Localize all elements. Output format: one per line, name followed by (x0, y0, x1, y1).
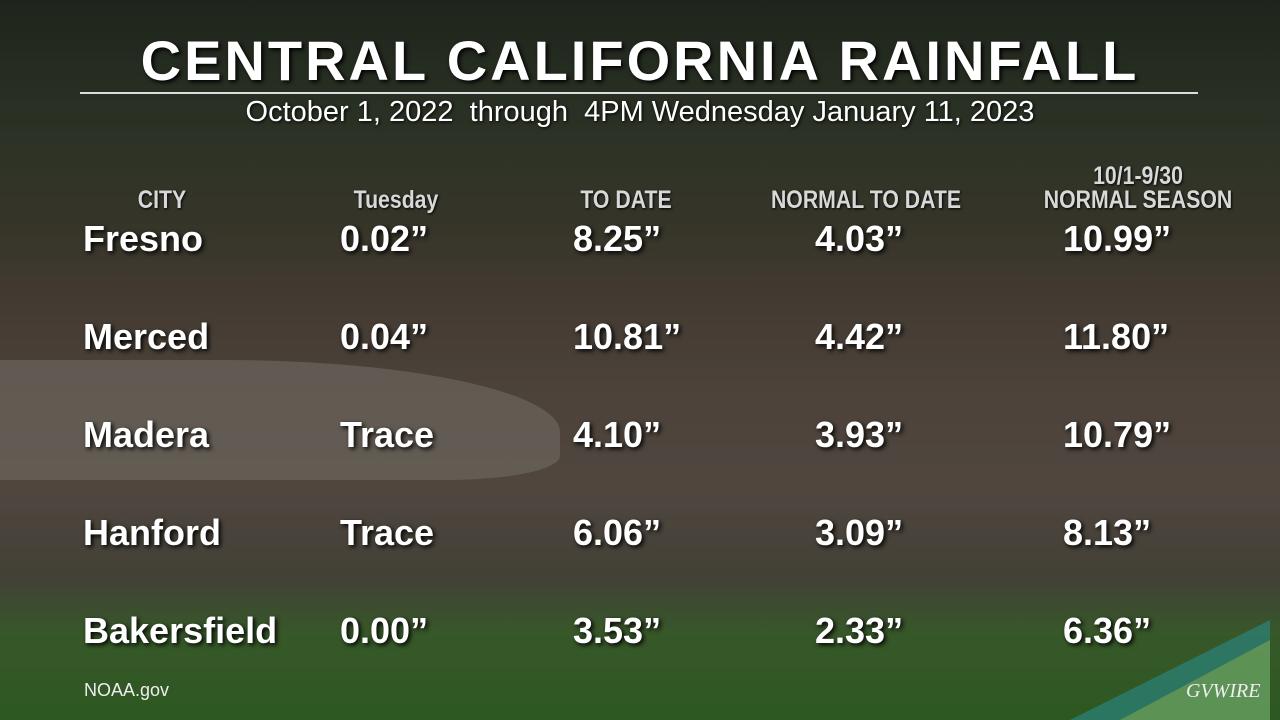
rainfall-value: 8.25” (573, 218, 662, 259)
city-name: Madera (83, 414, 210, 455)
title-rule (80, 92, 1198, 94)
title: CENTRAL CALIFORNIA RAINFALL (140, 29, 1140, 92)
rainfall-value: 8.13” (1063, 512, 1152, 553)
logo: GVWIRE (1186, 680, 1261, 702)
city-name: Merced (83, 316, 210, 357)
column-header: TO DATE (580, 186, 672, 214)
city-name: Hanford (83, 512, 221, 553)
rainfall-value: 2.33” (815, 610, 904, 651)
logo-triangle (1120, 640, 1270, 720)
column-header: NORMAL SEASON (1043, 186, 1233, 214)
rainfall-value: 4.10” (573, 414, 662, 455)
city-name: Fresno (83, 218, 204, 259)
subtitle: October 1, 2022 through 4PM Wednesday Ja… (245, 96, 1035, 128)
rainfall-value: 0.02” (340, 218, 429, 259)
rainfall-value: 10.81” (573, 316, 682, 357)
rainfall-value: 3.09” (815, 512, 904, 553)
logo-triangle (1070, 620, 1270, 720)
header-note: 10/1-9/30 (1093, 162, 1183, 190)
column-header: Tuesday (353, 186, 439, 214)
rainfall-value: 6.36” (1063, 610, 1152, 651)
column-header: NORMAL TO DATE (770, 186, 962, 214)
rainfall-value: 10.79” (1063, 414, 1172, 455)
rainfall-value: 3.93” (815, 414, 904, 455)
rainfall-value: 4.42” (815, 316, 904, 357)
rainfall-value: 0.04” (340, 316, 429, 357)
rainfall-value: 0.00” (340, 610, 429, 651)
source: NOAA.gov (84, 680, 170, 700)
rainfall-value: 6.06” (573, 512, 662, 553)
rainfall-value: 10.99” (1063, 218, 1172, 259)
rainfall-value: 11.80” (1063, 316, 1170, 357)
rainfall-value: Trace (340, 512, 435, 553)
rainfall-value: 4.03” (815, 218, 904, 259)
rainfall-value: Trace (340, 414, 435, 455)
city-name: Bakersfield (83, 610, 278, 651)
column-header: CITY (137, 186, 187, 214)
rainfall-value: 3.53” (573, 610, 662, 651)
